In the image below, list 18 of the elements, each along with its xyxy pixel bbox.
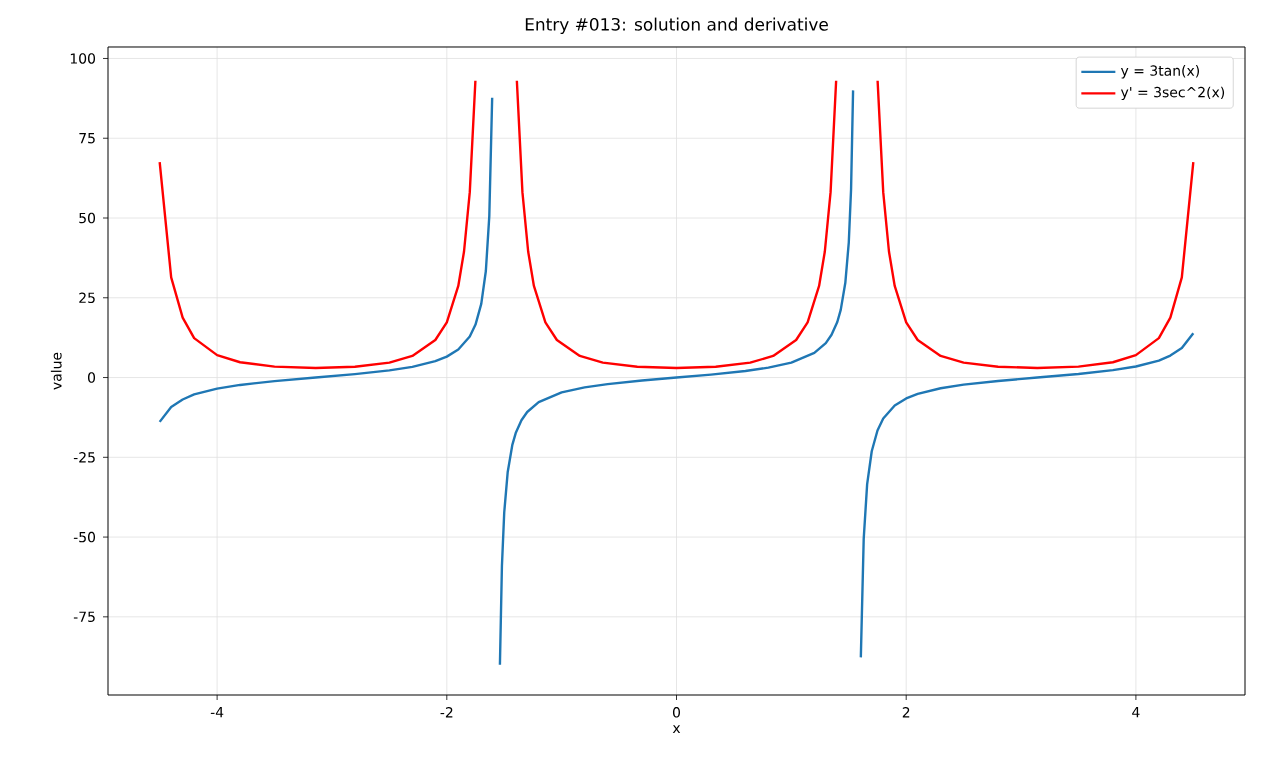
x-tick-label: 4 xyxy=(1132,707,1140,718)
legend-label: y = 3tan(x) xyxy=(1120,65,1200,79)
x-tick-label: -2 xyxy=(440,707,453,718)
x-axis-title: x xyxy=(672,725,681,733)
x-tick-label: 2 xyxy=(902,707,910,718)
chart-title: Entry #013: solution and derivative xyxy=(525,17,828,35)
x-tick-label: -4 xyxy=(210,707,224,718)
y-tick-label: 0 xyxy=(87,372,96,383)
y-axis-title: value xyxy=(50,352,62,390)
y-tick-label: 100 xyxy=(70,53,96,64)
y-tick-label: -25 xyxy=(73,452,95,463)
y-tick-label: 25 xyxy=(79,292,95,304)
x-tick-label: 0 xyxy=(672,707,680,718)
legend-label: y' = 3sec^2(x) xyxy=(1120,86,1225,101)
y-tick-label: 50 xyxy=(79,212,96,224)
y-tick-label: 75 xyxy=(79,133,95,144)
y-tick-label: -50 xyxy=(73,531,96,543)
y-tick-label: -75 xyxy=(73,611,95,622)
